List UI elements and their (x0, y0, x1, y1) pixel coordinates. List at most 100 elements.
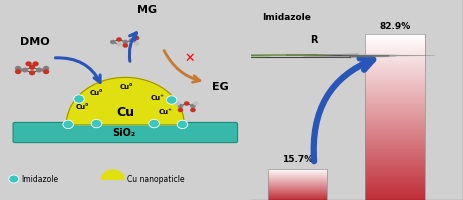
Bar (365, 107, 425, 108)
Bar (365, 139, 425, 140)
Bar (365, 91, 425, 92)
Bar (365, 151, 425, 152)
Bar (365, 108, 425, 109)
Bar (365, 184, 425, 185)
Bar (365, 162, 425, 163)
Bar (365, 157, 425, 158)
Bar (365, 131, 425, 132)
Text: DMO: DMO (20, 37, 50, 47)
Bar (365, 137, 425, 138)
Bar (365, 193, 425, 194)
Bar (365, 43, 425, 44)
Circle shape (43, 66, 49, 71)
Bar (365, 134, 425, 135)
Bar (365, 80, 425, 81)
Bar (365, 40, 425, 41)
Polygon shape (101, 170, 124, 179)
Bar (365, 48, 425, 49)
Bar (365, 95, 425, 96)
Bar (365, 99, 425, 100)
Bar (365, 85, 425, 86)
Circle shape (22, 67, 28, 73)
Bar (365, 38, 425, 39)
Circle shape (166, 96, 177, 104)
Bar (365, 164, 425, 165)
Bar (365, 176, 425, 177)
Bar (365, 86, 425, 87)
Bar (365, 119, 425, 120)
Bar (365, 188, 425, 189)
Bar (365, 98, 425, 99)
Bar (365, 56, 425, 57)
Bar (365, 46, 425, 47)
Bar (365, 55, 425, 56)
Circle shape (190, 104, 196, 108)
FancyBboxPatch shape (13, 122, 238, 143)
Circle shape (193, 101, 199, 106)
Bar (365, 100, 425, 101)
Bar (365, 83, 425, 84)
Text: SiO₂: SiO₂ (113, 128, 136, 138)
Bar (365, 88, 425, 89)
Circle shape (178, 104, 183, 108)
Circle shape (341, 55, 436, 56)
Bar (365, 84, 425, 85)
Text: Cu⁰: Cu⁰ (120, 84, 133, 90)
Bar (365, 65, 425, 66)
Bar (365, 155, 425, 156)
Bar (365, 53, 425, 54)
Bar (365, 51, 425, 52)
Bar (365, 70, 425, 71)
Bar (365, 130, 425, 131)
Bar (365, 90, 425, 91)
Bar (365, 150, 425, 151)
Bar (365, 179, 425, 180)
Bar (365, 145, 425, 146)
Bar (365, 127, 425, 128)
Circle shape (29, 70, 35, 75)
Text: Cu⁰: Cu⁰ (76, 104, 89, 110)
Bar (365, 135, 425, 136)
Bar (365, 187, 425, 188)
Text: MG: MG (137, 5, 156, 15)
Bar (365, 171, 425, 172)
Text: Cu⁺: Cu⁺ (151, 95, 165, 101)
Bar (365, 58, 425, 59)
Bar (365, 152, 425, 153)
Bar (365, 73, 425, 74)
Bar (365, 64, 425, 65)
Bar (365, 163, 425, 164)
Bar (365, 97, 425, 98)
Bar (365, 149, 425, 150)
Bar (365, 66, 425, 67)
Bar (365, 61, 425, 62)
Bar (365, 181, 425, 182)
Bar (365, 82, 425, 83)
Text: ✕: ✕ (184, 51, 194, 64)
Text: Imidazole: Imidazole (21, 174, 58, 184)
Bar (365, 94, 425, 95)
Bar (365, 59, 425, 60)
Bar (365, 54, 425, 55)
Circle shape (190, 108, 196, 112)
Bar (365, 197, 425, 198)
Bar (365, 81, 425, 82)
Bar (365, 156, 425, 157)
Circle shape (149, 119, 159, 128)
Bar (365, 106, 425, 107)
Bar (365, 57, 425, 58)
Bar (365, 165, 425, 166)
Bar (365, 112, 425, 113)
Text: EG: EG (212, 82, 229, 92)
Circle shape (63, 120, 74, 129)
Bar (365, 118, 425, 119)
Bar (365, 132, 425, 133)
Bar (365, 196, 425, 197)
Text: Cu⁺: Cu⁺ (158, 109, 172, 115)
Bar (365, 147, 425, 148)
Bar (365, 63, 425, 64)
Bar (365, 158, 425, 159)
Bar (365, 47, 425, 48)
Bar (365, 129, 425, 130)
Bar (365, 185, 425, 186)
